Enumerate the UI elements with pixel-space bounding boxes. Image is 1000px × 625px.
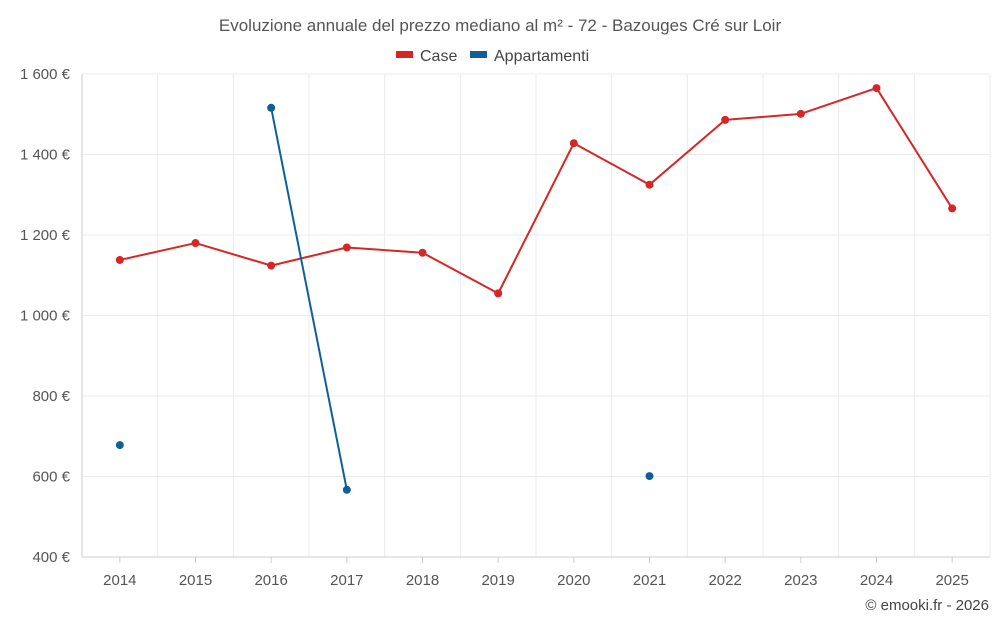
y-axis: 400 € 600 € 800 € 1 000 € 1 200 € 1 400 € 1 60… xyxy=(20,66,71,566)
x-tick-label: 2020 xyxy=(557,572,590,589)
data-point xyxy=(191,239,200,248)
data-point xyxy=(796,109,805,118)
x-tick-label: 2018 xyxy=(406,572,439,589)
data-point xyxy=(569,139,578,148)
legend-swatch xyxy=(470,51,487,58)
data-point xyxy=(418,248,427,257)
y-tick-label: 600 € xyxy=(32,469,70,486)
x-tick-label: 2021 xyxy=(633,572,666,589)
data-point xyxy=(721,115,730,124)
y-tick-label: 1 600 € xyxy=(20,66,71,83)
legend-item: Appartamenti xyxy=(470,48,589,65)
data-point xyxy=(872,84,881,93)
x-tick-label: 2023 xyxy=(784,572,817,589)
legend-item: Case xyxy=(396,48,457,65)
legend-swatch xyxy=(396,51,413,58)
gridlines xyxy=(81,73,991,558)
y-tick-label: 1 000 € xyxy=(20,308,71,325)
data-point xyxy=(267,261,276,270)
legend-label: Case xyxy=(420,48,457,65)
data-point xyxy=(115,255,124,264)
x-tick-label: 2019 xyxy=(481,572,514,589)
data-point xyxy=(267,103,276,112)
legend-label: Appartamenti xyxy=(494,48,589,65)
chart-title: Evoluzione annuale del prezzo mediano al… xyxy=(219,16,782,35)
credit-text: © emooki.fr - 2026 xyxy=(865,597,989,614)
data-point xyxy=(948,204,957,213)
series-line xyxy=(119,87,954,295)
x-tick-label: 2024 xyxy=(860,572,893,589)
x-axis: 2014 2015 2016 2017 2018 2019 2020 2021 2022 2023… xyxy=(103,557,969,589)
series-group xyxy=(115,84,957,494)
y-tick-label: 1 200 € xyxy=(20,227,71,244)
x-tick-label: 2017 xyxy=(330,572,363,589)
x-tick-label: 2016 xyxy=(254,572,287,589)
data-point xyxy=(494,289,503,298)
y-tick-label: 1 400 € xyxy=(20,147,71,164)
series-line xyxy=(270,107,348,490)
data-point xyxy=(645,180,654,189)
series-appartamenti xyxy=(115,103,654,494)
legend: Case Appartamenti xyxy=(396,48,589,65)
x-tick-label: 2022 xyxy=(708,572,741,589)
data-point xyxy=(645,472,654,481)
y-tick-label: 400 € xyxy=(32,549,70,566)
data-point xyxy=(342,243,351,252)
data-point xyxy=(115,441,124,450)
x-tick-label: 2015 xyxy=(179,572,212,589)
data-point xyxy=(342,485,351,494)
series-case xyxy=(115,84,957,298)
x-tick-label: 2014 xyxy=(103,572,136,589)
y-tick-label: 800 € xyxy=(32,388,70,405)
x-tick-label: 2025 xyxy=(935,572,968,589)
